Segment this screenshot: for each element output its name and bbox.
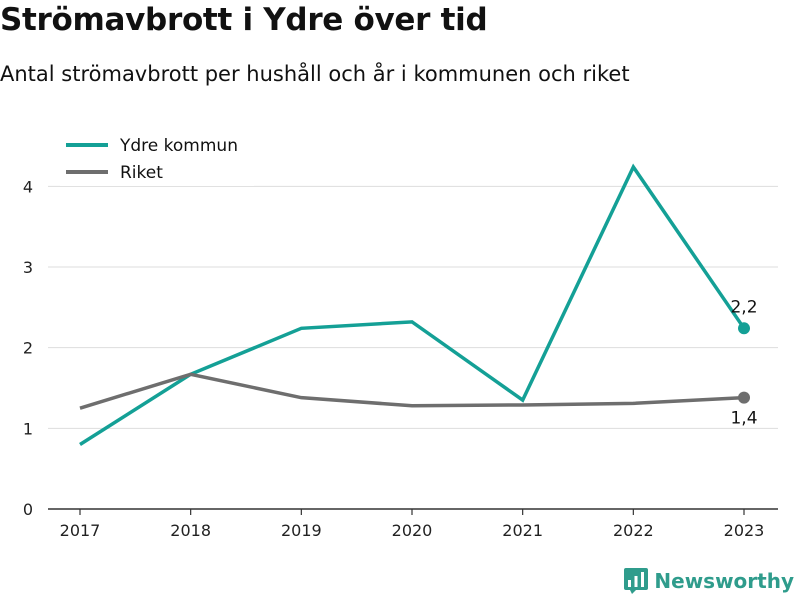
series-end-point-0 (738, 322, 750, 335)
brand: Newsworthy (624, 568, 794, 594)
brand-name: Newsworthy (654, 569, 794, 593)
x-tick-label-2021: 2021 (502, 521, 543, 540)
legend-label-0: Ydre kommun (119, 136, 238, 156)
legend-label-1: Riket (120, 163, 163, 183)
x-tick-label-2022: 2022 (613, 521, 654, 540)
x-tick-label-2019: 2019 (281, 521, 322, 540)
y-tick-label-2: 2 (23, 339, 33, 358)
x-tick-label-2023: 2023 (724, 521, 765, 540)
series-line-1 (79, 372, 745, 410)
x-tick-label-2018: 2018 (170, 521, 211, 540)
data-label-riket-2023: 1,4 (730, 409, 757, 429)
y-tick-label-1: 1 (23, 419, 33, 438)
y-tick-label-3: 3 (23, 258, 33, 277)
chart-subtitle: Antal strömavbrott per hushåll och år i … (0, 62, 630, 86)
legend-box (60, 130, 254, 186)
chart-title: Strömavbrott i Ydre över tid (0, 2, 488, 38)
x-tick-label-2017: 2017 (60, 521, 101, 540)
y-tick-label-0: 0 (23, 500, 33, 519)
x-tick-label-2020: 2020 (392, 521, 433, 540)
data-label-ydre-2023: 2,2 (730, 297, 757, 317)
y-tick-label-4: 4 (23, 177, 33, 196)
series-end-point-1 (738, 391, 750, 404)
newsworthy-logo-icon (624, 568, 649, 594)
